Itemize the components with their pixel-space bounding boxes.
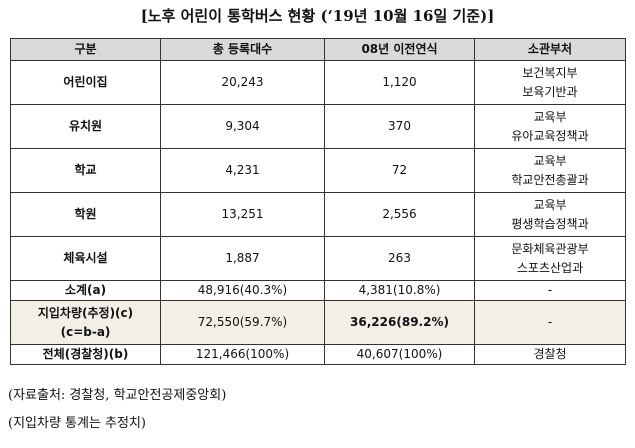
cell-text: 48,916(40.3%)	[197, 283, 288, 297]
table-cell: 소계(a)	[10, 280, 161, 301]
header-cell: 구분	[10, 38, 161, 61]
cell-text: 370	[388, 119, 411, 133]
cell-text: 교육부	[533, 197, 567, 212]
cell-text: 보건복지부	[522, 65, 578, 80]
cell-text: 36,226(89.2%)	[350, 315, 449, 329]
cell-text: 2,556	[382, 207, 417, 221]
cell-text: 보육기반과	[522, 84, 578, 99]
cell-text: 평생학습정책과	[511, 216, 589, 231]
cell-text: 학교	[74, 163, 97, 177]
cell-text: 72	[391, 163, 408, 177]
cell-text: 학교안전총괄과	[511, 172, 589, 187]
table-cell: 13,251	[160, 192, 325, 237]
table-cell: 48,916(40.3%)	[160, 280, 325, 301]
cell-text: 263	[388, 251, 411, 265]
cell-text: 1,120	[382, 75, 417, 89]
table-cell: -	[474, 300, 626, 345]
header-cell: 소관부처	[474, 38, 626, 61]
cell-text: 13,251	[221, 207, 264, 221]
cell-text: 9,304	[225, 119, 260, 133]
table-cell: 학교	[10, 148, 161, 193]
table-cell: 학원	[10, 192, 161, 237]
cell-text: 문화체육관광부	[511, 241, 589, 256]
table-cell: 2,556	[324, 192, 475, 237]
cell-text: 20,243	[221, 75, 264, 89]
cell-text: -	[547, 315, 553, 329]
cell-text: 4,381(10.8%)	[358, 283, 441, 297]
cell-text: 소계(a)	[64, 283, 107, 297]
table-cell: 72	[324, 148, 475, 193]
table-cell: 9,304	[160, 104, 325, 149]
table-cell: 72,550(59.7%)	[160, 300, 325, 345]
table-cell: 지입차량(추정)(c) (c=b-a)	[10, 300, 161, 345]
table-cell: 유치원	[10, 104, 161, 149]
table-cell: 1,887	[160, 236, 325, 281]
cell-text: 교육부	[533, 109, 567, 124]
table-cell: 370	[324, 104, 475, 149]
table-cell: 경찰청	[474, 344, 626, 365]
table-cell: 121,466(100%)	[160, 344, 325, 365]
table: 구분 총 등록대수 08년 이전연식 소관부처 어린이집 20,243 1,120 보건복지…	[10, 38, 626, 365]
cell-text: (c=b-a)	[60, 324, 111, 339]
table-cell: 어린이집	[10, 60, 161, 105]
header-row: 구분 총 등록대수 08년 이전연식 소관부처	[10, 38, 626, 61]
table-row: 소계(a) 48,916(40.3%) 4,381(10.8%) -	[10, 280, 626, 301]
cell-text: 교육부	[533, 153, 567, 168]
cell-text: 72,550(59.7%)	[197, 315, 288, 329]
table-cell: 4,381(10.8%)	[324, 280, 475, 301]
cell-text: 40,607(100%)	[356, 347, 443, 361]
cell-text: 121,466(100%)	[195, 347, 290, 361]
header-cell: 08년 이전연식	[324, 38, 475, 61]
note: (자료출처: 경찰청, 학교안전공제중앙회)	[8, 388, 227, 403]
title: [노후 어린이 통학버스 현황 (‘19년 10월 16일 기준)]	[140, 7, 495, 25]
table-cell: 40,607(100%)	[324, 344, 475, 365]
table-row: 전체(경찰청)(b) 121,466(100%) 40,607(100%) 경찰청	[10, 344, 626, 365]
cell-text: 4,231	[225, 163, 260, 177]
cell-text: 어린이집	[63, 75, 108, 89]
cell-text: 스포츠산업과	[516, 260, 584, 275]
cell-text: 학원	[74, 207, 97, 221]
cell-text: 유아교육정책과	[511, 128, 589, 143]
cell-text: 체육시설	[63, 251, 108, 265]
table-cell: 36,226(89.2%)	[324, 300, 475, 345]
table-cell: 1,120	[324, 60, 475, 105]
cell-text: 지입차량(추정)(c)	[37, 305, 134, 320]
cell-text: -	[547, 283, 553, 297]
cell-text: 유치원	[68, 119, 103, 133]
table-cell: 체육시설	[10, 236, 161, 281]
header-cell: 총 등록대수	[160, 38, 325, 61]
table-row: 지입차량(추정)(c) (c=b-a) 72,550(59.7%) 36,226(89…	[10, 300, 626, 345]
table-cell: 20,243	[160, 60, 325, 105]
table-cell: 263	[324, 236, 475, 281]
table-cell: -	[474, 280, 626, 301]
cell-text: 경찰청	[533, 347, 567, 361]
note: (지입차량 통계는 추정치)	[8, 416, 147, 431]
table-cell: 전체(경찰청)(b)	[10, 344, 161, 365]
cell-text: 전체(경찰청)(b)	[42, 347, 129, 361]
table-cell: 4,231	[160, 148, 325, 193]
cell-text: 1,887	[225, 251, 260, 265]
